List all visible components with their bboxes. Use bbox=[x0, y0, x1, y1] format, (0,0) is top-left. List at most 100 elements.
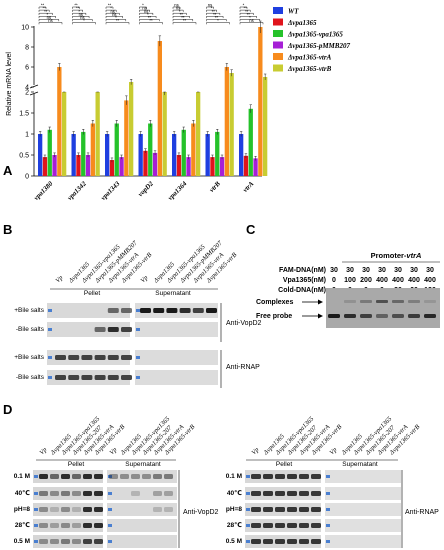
complex-band bbox=[376, 300, 388, 303]
bar bbox=[224, 67, 229, 176]
sig-bracket bbox=[72, 12, 87, 15]
blot-band bbox=[94, 327, 106, 332]
sig-mark: ns bbox=[249, 18, 253, 23]
condition-label: pH=8 bbox=[14, 506, 30, 513]
sig-bracket bbox=[172, 16, 190, 19]
x-tick-label: vpa1380 bbox=[33, 180, 55, 202]
blot-band bbox=[61, 539, 70, 544]
bar bbox=[109, 160, 115, 176]
sig-mark: * bbox=[243, 3, 245, 8]
emsa-value: 400 bbox=[408, 277, 420, 284]
bar bbox=[176, 155, 182, 176]
blot-strip bbox=[107, 487, 177, 500]
free-probe-band bbox=[344, 314, 356, 318]
blot-band bbox=[287, 474, 297, 479]
sig-mark: ** bbox=[213, 12, 217, 17]
sig-mark: * bbox=[115, 15, 117, 20]
legend-label: Δvpa1365-vtrB bbox=[287, 65, 332, 73]
bar bbox=[47, 129, 52, 176]
emsa-value: 30 bbox=[378, 267, 386, 274]
sig-bracket bbox=[172, 19, 194, 22]
blot-band bbox=[142, 474, 151, 479]
blot-band bbox=[83, 539, 92, 544]
blot-band bbox=[94, 375, 106, 380]
emsa-row-label: Cold-DNA(nM) bbox=[278, 287, 326, 294]
blot-strip bbox=[135, 322, 218, 337]
sig-mark: ns bbox=[80, 15, 84, 20]
blot-band bbox=[140, 308, 151, 313]
marker-band bbox=[48, 309, 52, 312]
sig-mark: ** bbox=[245, 9, 249, 14]
blot-band bbox=[153, 474, 162, 479]
blot-band bbox=[153, 308, 165, 313]
marker-band bbox=[136, 309, 140, 312]
sig-mark: ** bbox=[183, 18, 187, 23]
y-axis-label: Relative mRNA level bbox=[6, 52, 13, 116]
blot-band bbox=[81, 355, 93, 360]
blot-band bbox=[50, 523, 59, 528]
panel-d-right-lane-labels: Vp Δvpa1365Δvpa1365-vpa1365Δvpa1365-207Δv… bbox=[250, 415, 421, 457]
blot-band bbox=[164, 507, 173, 512]
sig-bracket bbox=[38, 12, 53, 15]
blot-band bbox=[263, 507, 273, 512]
axis-break-mark bbox=[29, 91, 39, 96]
bar bbox=[219, 157, 225, 176]
bar bbox=[253, 158, 258, 176]
sig-mark: ** bbox=[116, 18, 120, 23]
condition-label: 0.1 M bbox=[226, 473, 242, 480]
emsa-value: 30 bbox=[394, 267, 402, 274]
x-tick-label: vpa1364 bbox=[167, 180, 189, 202]
sig-mark: * bbox=[211, 6, 213, 11]
complex-band bbox=[360, 300, 372, 303]
bar bbox=[57, 67, 62, 176]
complex-band bbox=[344, 300, 356, 303]
free-probe-band bbox=[424, 314, 436, 318]
blot-band bbox=[287, 523, 297, 528]
marker-band bbox=[246, 524, 250, 527]
blot-strip bbox=[325, 535, 401, 548]
panel-d-left-pellet-label: Pellet bbox=[68, 461, 84, 468]
blot-band bbox=[120, 474, 129, 479]
complex-band bbox=[424, 300, 436, 303]
blot-band bbox=[131, 474, 140, 479]
sig-mark: ** bbox=[44, 9, 48, 14]
y-tick-label: 10 bbox=[21, 25, 29, 32]
blot-band bbox=[107, 375, 119, 380]
marker-band bbox=[34, 492, 38, 495]
sig-mark: ns bbox=[112, 12, 116, 17]
marker-band bbox=[108, 475, 112, 478]
legend-label: WT bbox=[288, 8, 299, 16]
free-probe-arrowhead bbox=[318, 313, 323, 319]
sig-bracket bbox=[206, 19, 227, 22]
sig-bracket bbox=[172, 22, 197, 25]
x-tick-label: vtrB bbox=[208, 180, 222, 194]
panel-b-antibody-1: Anti-VopD2 bbox=[226, 320, 262, 327]
blot-band bbox=[39, 523, 48, 528]
panel-b-blot-rows: +Bile salts -Bile salts +Bile salts -Bile s… bbox=[14, 303, 218, 385]
y-tick-label: 6 bbox=[25, 65, 29, 72]
panel-c: C Promoter-vtrA FAM-DNA(nM) 30 30 30 30 30 30 3… bbox=[246, 222, 440, 328]
blot-band bbox=[83, 507, 92, 512]
emsa-value: 30 bbox=[346, 267, 354, 274]
blot-band bbox=[311, 474, 321, 479]
blot-band bbox=[107, 327, 119, 332]
blot-band bbox=[94, 491, 103, 496]
bar bbox=[181, 129, 186, 176]
marker-band bbox=[108, 492, 112, 495]
blot-band bbox=[251, 539, 261, 544]
blot-band bbox=[39, 474, 48, 479]
blot-strip bbox=[107, 503, 177, 516]
blot-band bbox=[131, 491, 140, 496]
marker-band bbox=[136, 356, 140, 359]
blot-strip bbox=[325, 519, 401, 532]
sig-bracket bbox=[72, 22, 96, 25]
sig-mark: * bbox=[46, 12, 48, 17]
blot-strip bbox=[135, 350, 218, 365]
blot-band bbox=[50, 539, 59, 544]
panel-d-antibody-left: Anti-VopD2 bbox=[183, 509, 219, 516]
sig-bracket bbox=[38, 6, 47, 9]
legend-label: Δvpa1365-pMMB207 bbox=[287, 42, 350, 50]
blot-band bbox=[109, 474, 118, 479]
bar bbox=[42, 157, 48, 176]
blot-band bbox=[299, 539, 309, 544]
